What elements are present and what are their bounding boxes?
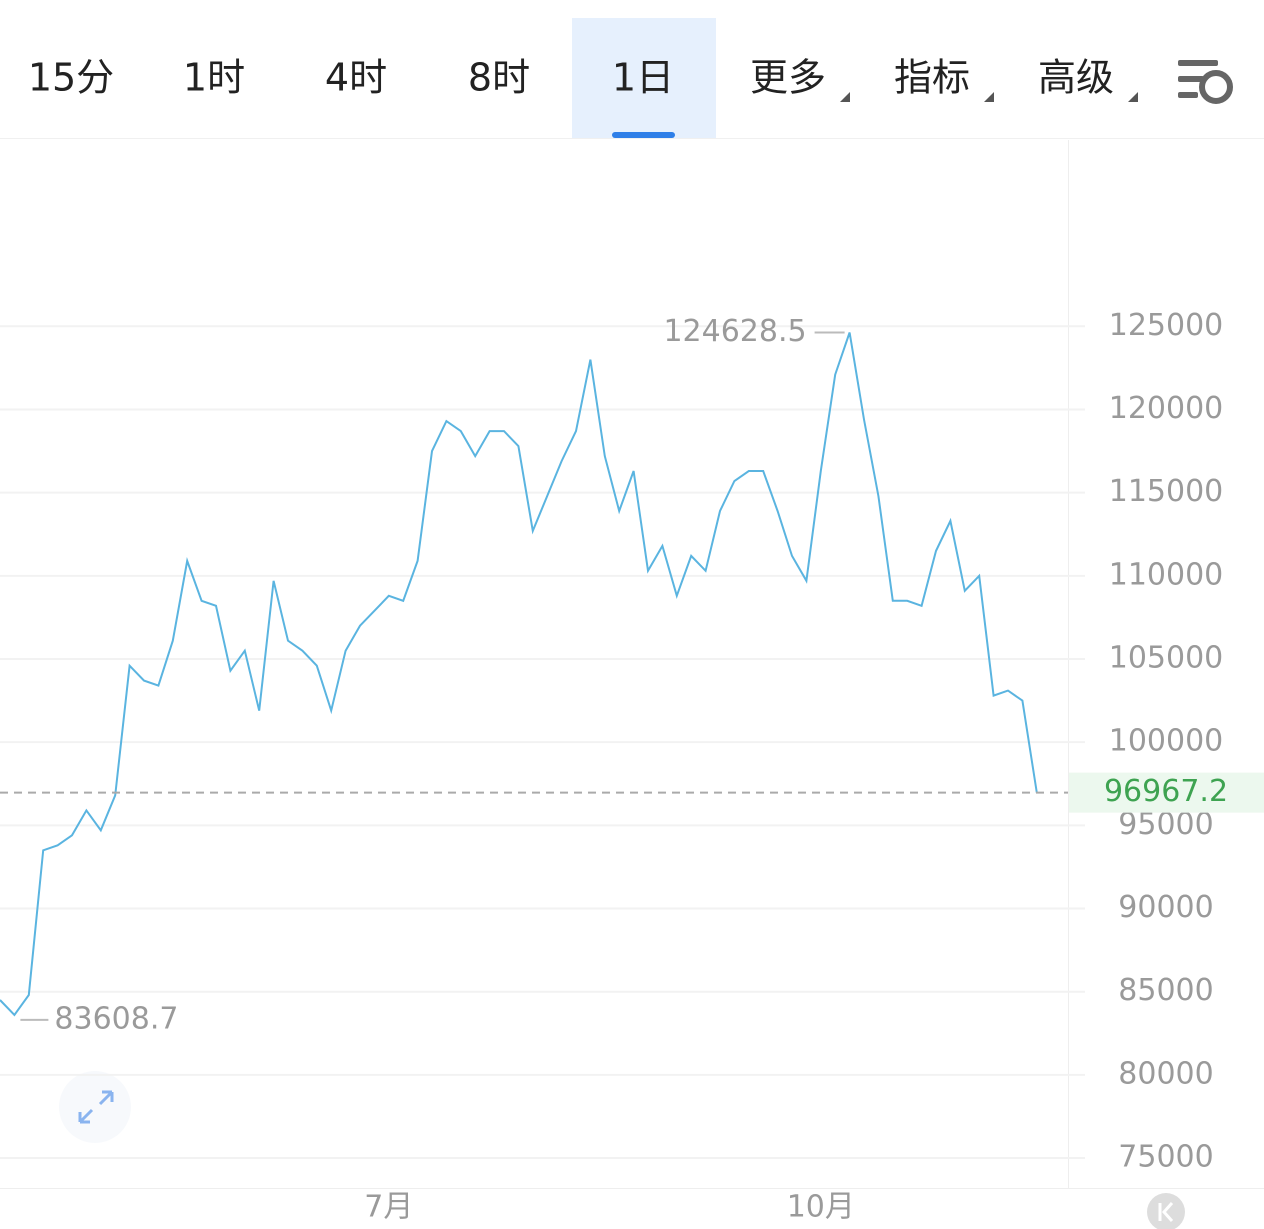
price-line (0, 332, 1038, 1017)
x-tick-label: 10月 (787, 1190, 855, 1225)
x-tick-label: 7月 (364, 1190, 413, 1225)
tab[interactable]: 1时 (183, 56, 245, 100)
min-label: 83608.7 (54, 1001, 178, 1036)
tab-active-bg (572, 18, 716, 138)
tab[interactable]: 8时 (468, 56, 530, 100)
y-tick-label: 75000 (1118, 1140, 1213, 1175)
max-label: 124628.5 (663, 314, 806, 349)
y-tick-label: 120000 (1109, 391, 1224, 426)
expand-button[interactable] (59, 1071, 131, 1143)
tab[interactable]: 指标 (894, 56, 970, 100)
dropdown-caret (984, 92, 994, 102)
tab-indicator (612, 132, 675, 138)
y-tick-label: 115000 (1109, 474, 1224, 509)
y-tick-label: 90000 (1118, 890, 1213, 925)
tab[interactable]: 1日 (612, 56, 674, 100)
tab[interactable]: 更多 (750, 56, 826, 100)
last-price-bg (1069, 772, 1264, 813)
tab[interactable]: 4时 (325, 56, 387, 100)
tab[interactable]: 高级 (1038, 56, 1114, 100)
dropdown-caret (840, 92, 850, 102)
y-tick-label: 95000 (1118, 807, 1213, 842)
y-tick-label: 85000 (1118, 973, 1213, 1008)
y-tick-label: 105000 (1109, 641, 1224, 676)
dropdown-caret (1128, 92, 1138, 102)
y-tick-label: 125000 (1109, 308, 1224, 343)
y-tick-label: 80000 (1118, 1056, 1213, 1091)
y-tick-label: 100000 (1109, 724, 1224, 759)
tab[interactable]: 15分 (28, 56, 114, 100)
settings-icon[interactable] (1178, 60, 1233, 104)
y-tick-label: 110000 (1109, 557, 1224, 592)
last-price-label: 96967.2 (1104, 774, 1228, 809)
scroll-latest-button[interactable] (1147, 1193, 1185, 1229)
